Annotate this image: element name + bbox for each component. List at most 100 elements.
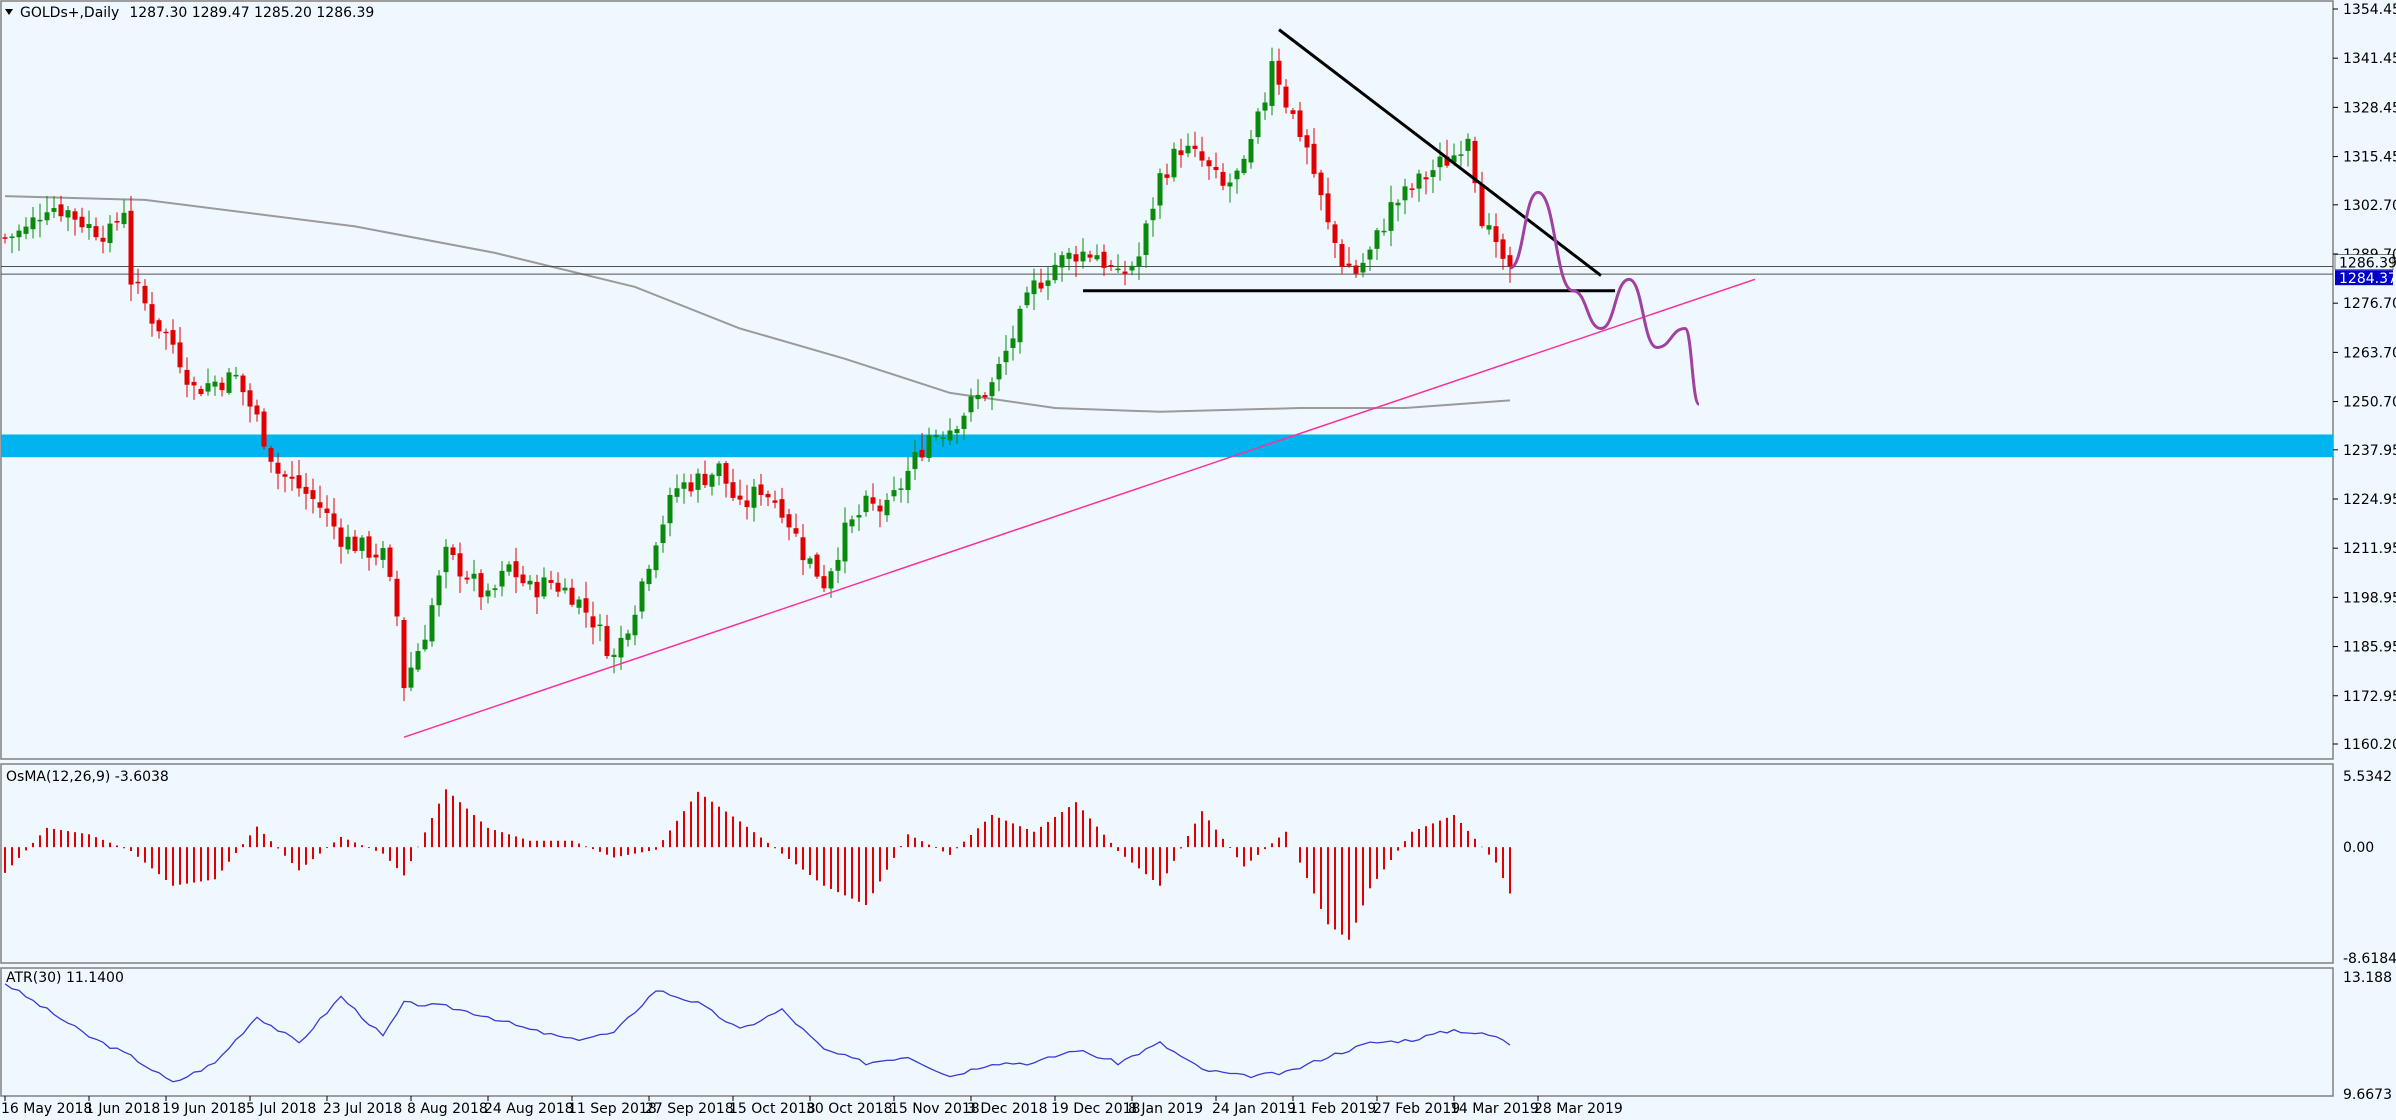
date-tick-label: 11 Sep 2018 (568, 1101, 657, 1117)
candle-body (1073, 254, 1079, 262)
candle-body (1115, 268, 1121, 271)
candle-body (555, 582, 561, 592)
candle-body (205, 383, 211, 392)
candle-body (667, 494, 673, 524)
candle-body (891, 490, 897, 497)
blue-zone (1, 434, 2333, 458)
candle-body (9, 236, 15, 238)
candle-body (317, 502, 323, 508)
candle-body (114, 221, 120, 223)
price-tag-label: 1284.37 (2339, 271, 2396, 287)
candle-body (884, 499, 890, 516)
candle-body (506, 564, 512, 572)
price-panel-frame (0, 0, 2334, 760)
candle-body (37, 219, 43, 222)
candle-body (1122, 271, 1128, 274)
candle-body (1325, 193, 1331, 223)
projection-path[interactable] (1509, 190, 1701, 406)
candle-body (86, 224, 92, 229)
candle-body (1311, 143, 1317, 174)
candle-body (856, 515, 862, 518)
candle-body (1094, 255, 1100, 260)
candle-body (1171, 148, 1177, 178)
candle-body (268, 448, 274, 462)
candle-body (569, 587, 575, 605)
date-tick-label: 11 Feb 2019 (1289, 1101, 1376, 1117)
candle-body (814, 554, 820, 577)
atr-line (4, 983, 1511, 1083)
date-tick-label: 27 Sep 2018 (645, 1101, 734, 1117)
date-tick-label: 16 May 2018 (1, 1101, 92, 1117)
osma-tick-label: -8.6184 (2343, 951, 2396, 967)
date-tick-label: 24 Jan 2019 (1212, 1101, 1296, 1117)
candle-body (128, 210, 134, 285)
candle-body (800, 537, 806, 561)
candle-body (1430, 170, 1436, 177)
candle-body (1234, 170, 1240, 180)
candle-body (1227, 182, 1233, 187)
date-tick-label: 8 Aug 2018 (407, 1101, 488, 1117)
candle-body (429, 605, 435, 642)
osma-panel-frame (0, 763, 2334, 964)
candle-body (758, 484, 764, 495)
candle-body (72, 211, 78, 220)
symbol-name: GOLDs+,Daily (20, 5, 119, 21)
date-tick-label: 15 Nov 2018 (890, 1101, 980, 1117)
candle-body (723, 463, 729, 484)
candle-body (1507, 255, 1513, 267)
candle-body (1276, 60, 1282, 85)
price-tick-label: 1302.70 (2343, 198, 2396, 214)
candle-body (590, 616, 596, 628)
candle-body (436, 575, 442, 606)
candle-body (786, 514, 792, 528)
date-tick-label: 1 Jun 2018 (85, 1101, 160, 1117)
candle-body (828, 571, 834, 589)
candle-body (702, 473, 708, 486)
candle-body (940, 437, 946, 439)
candle-body (1290, 110, 1296, 114)
candle-body (618, 637, 624, 658)
candle-body (898, 488, 904, 490)
candle-body (471, 573, 477, 579)
candle-body (1472, 140, 1478, 184)
candle-body (380, 548, 386, 560)
candle-body (1045, 280, 1051, 286)
candle-body (1136, 256, 1142, 267)
price-axis: 1354.451341.451328.451315.451302.701289.… (2333, 2, 2396, 753)
candle-body (709, 474, 715, 487)
candle-body (1479, 184, 1485, 227)
candle-body (765, 493, 771, 498)
candle-body (1318, 172, 1324, 196)
price-panel (1, 28, 2333, 738)
dropdown-triangle-icon[interactable] (5, 9, 13, 15)
ohlc-values: 1287.30 1289.47 1285.20 1286.39 (129, 5, 374, 21)
candle-body (1185, 145, 1191, 154)
candle-body (177, 342, 183, 368)
candle-body (835, 559, 841, 571)
price-tick-label: 1224.95 (2343, 492, 2396, 508)
price-tick-label: 1172.95 (2343, 689, 2396, 705)
date-tick-label: 27 Feb 2019 (1373, 1101, 1460, 1117)
candle-body (373, 554, 379, 558)
candle-body (1437, 156, 1443, 168)
candle-body (1213, 166, 1219, 171)
candle-body (1080, 251, 1086, 262)
candle-body (135, 281, 141, 284)
candle-body (1108, 265, 1114, 267)
candle-body (807, 558, 813, 564)
candle-body (751, 486, 757, 508)
candle-body (926, 435, 932, 458)
price-tick-label: 1198.95 (2343, 590, 2396, 606)
candle-body (1192, 145, 1198, 149)
rising-trendline[interactable] (403, 278, 1756, 738)
date-tick-label: 15 Oct 2018 (729, 1101, 816, 1117)
candle-body (674, 488, 680, 497)
candle-body (1346, 263, 1352, 266)
candle-body (1206, 160, 1212, 167)
price-tag-label: 1286.39 (2339, 256, 2396, 272)
resistance-trendline[interactable] (1278, 28, 1602, 277)
atr-panel-frame (0, 967, 2334, 1097)
candle-body (1409, 188, 1415, 190)
